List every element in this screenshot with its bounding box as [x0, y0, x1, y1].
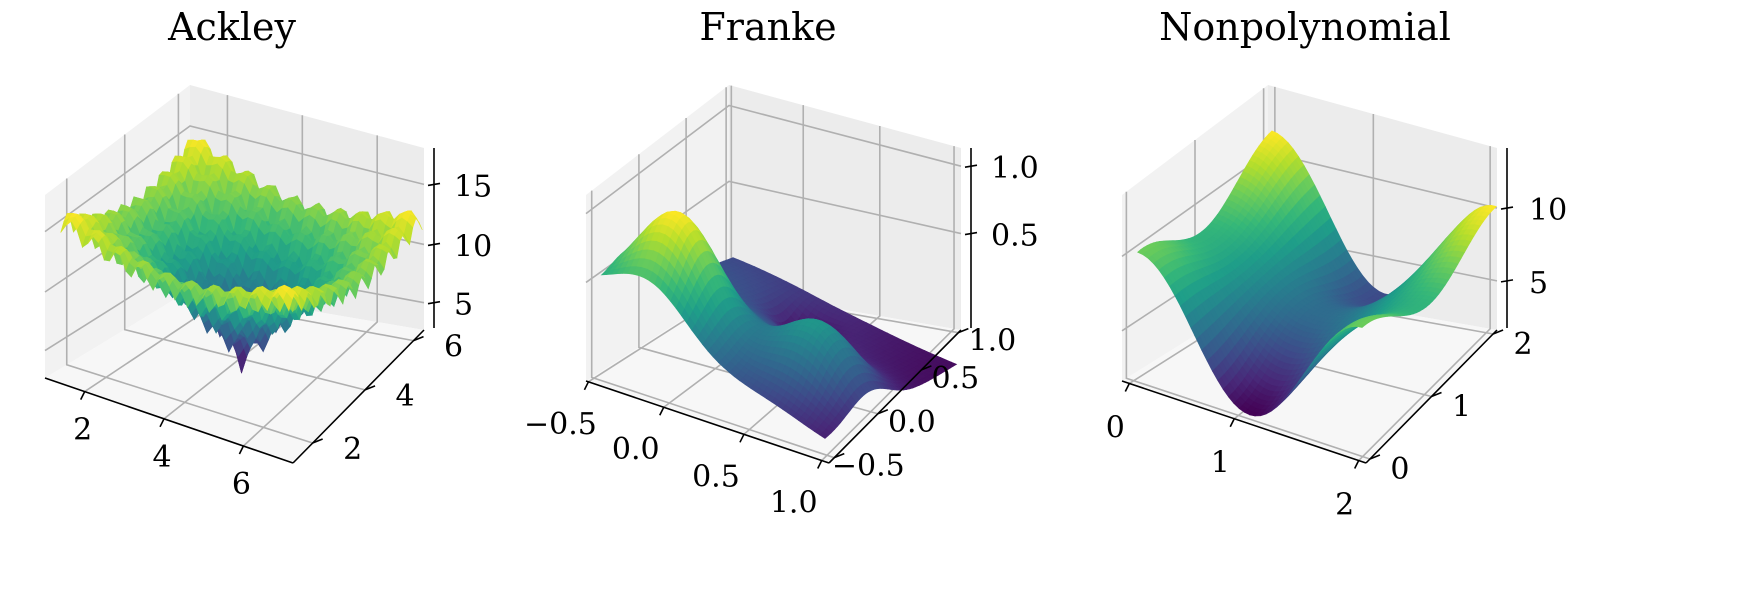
x-tick — [660, 407, 664, 415]
chart-title: Franke — [699, 5, 836, 49]
z-tick — [428, 243, 440, 245]
z-tick — [428, 302, 440, 304]
x-tick-label: 0.0 — [612, 432, 660, 467]
y-tick-label: 2 — [343, 432, 362, 467]
z-tick-label: 10 — [454, 229, 492, 264]
y-tick-label: 6 — [444, 330, 463, 365]
y-tick-label: 0.0 — [888, 405, 936, 440]
z-tick — [965, 165, 977, 167]
x-tick — [81, 392, 85, 400]
z-tick-label: 15 — [454, 169, 492, 204]
x-tick-label: 1.0 — [770, 486, 818, 521]
z-tick-label: 5 — [454, 288, 473, 323]
z-tick — [428, 183, 440, 185]
x-tick-label: 6 — [232, 467, 251, 502]
chart-title: Ackley — [167, 5, 296, 49]
y-tick-label: 4 — [396, 379, 415, 414]
x-tick-label: 4 — [152, 440, 171, 475]
x-tick-label: 2 — [73, 413, 92, 448]
x-tick-label: −0.5 — [524, 407, 597, 442]
y-tick-label: 1.0 — [969, 324, 1017, 359]
z-tick-label: 0.5 — [991, 219, 1039, 254]
x-tick — [740, 434, 744, 442]
x-tick — [818, 461, 822, 469]
z-tick-label: 1.0 — [991, 151, 1039, 186]
x-tick-label: 0.5 — [692, 459, 740, 494]
y-tick-label: 0.5 — [932, 361, 980, 396]
x-tick — [160, 419, 164, 427]
z-tick — [965, 233, 977, 235]
y-tick-label: −0.5 — [832, 449, 905, 484]
x-tick — [239, 446, 243, 454]
x-tick — [584, 382, 588, 390]
